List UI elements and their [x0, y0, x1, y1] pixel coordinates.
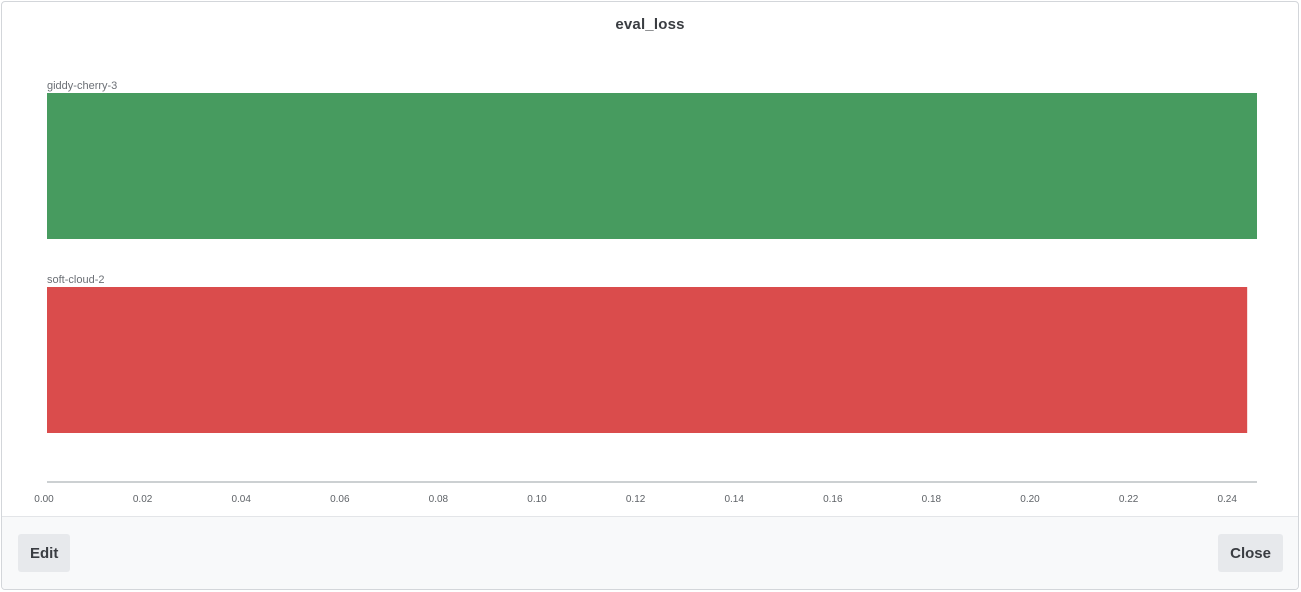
x-tick-label: 0.04 — [231, 494, 251, 505]
x-tick-label: 0.16 — [823, 494, 843, 505]
bar-label-giddy-cherry-3: giddy-cherry-3 — [47, 80, 117, 92]
x-tick-label: 0.14 — [724, 494, 744, 505]
x-tick-label: 0.00 — [34, 494, 54, 505]
x-tick-label: 0.10 — [527, 494, 547, 505]
x-tick-label: 0.12 — [626, 494, 646, 505]
x-tick-label: 0.22 — [1119, 494, 1139, 505]
x-tick-label: 0.24 — [1217, 494, 1237, 505]
edit-button[interactable]: Edit — [18, 534, 71, 572]
x-tick-label: 0.06 — [330, 494, 350, 505]
modal-footer: Edit Close — [2, 516, 1298, 589]
x-tick-label: 0.08 — [429, 494, 449, 505]
bar-label-soft-cloud-2: soft-cloud-2 — [47, 274, 104, 286]
chart-title: eval_loss — [615, 16, 685, 33]
bar-soft-cloud-2[interactable] — [47, 287, 1248, 433]
x-tick-label: 0.02 — [133, 494, 153, 505]
close-button[interactable]: Close — [1218, 534, 1283, 572]
bar-chart: giddy-cherry-3 soft-cloud-2 0.00 0.02 0.04 0.… — [34, 80, 1257, 505]
x-tick-label: 0.18 — [922, 494, 942, 505]
x-tick-label: 0.20 — [1020, 494, 1040, 505]
bar-giddy-cherry-3[interactable] — [47, 93, 1257, 239]
